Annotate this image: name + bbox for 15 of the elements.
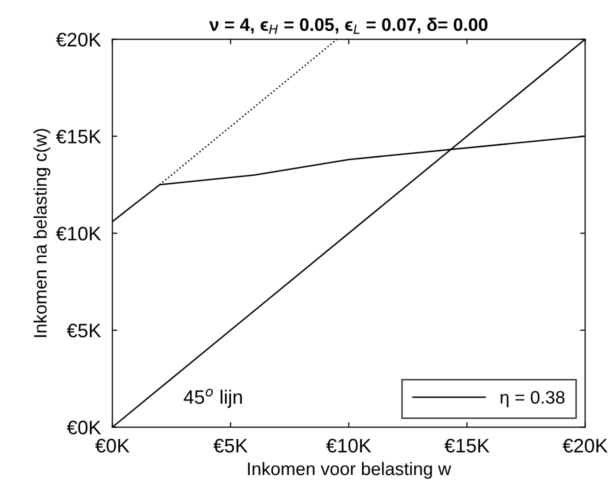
y-axis-title: Inkomen na belasting c(w) [33, 128, 50, 337]
legend-label: η = 0.38 [500, 390, 564, 408]
y-tick-label: €5K [66, 324, 102, 338]
y-tick-label: €0K [66, 420, 102, 434]
y-tick-label: €20K [56, 32, 102, 47]
x-tick-label: €20K [562, 438, 608, 453]
y-tick-label: €10K [56, 226, 102, 240]
x-tick-label: €5K [213, 438, 248, 453]
x-tick-label: €15K [444, 438, 490, 453]
x-axis-title: Inkomen voor belasting w [248, 462, 452, 479]
x-tick-label: €0K [95, 438, 130, 453]
y-tick-label: €15K [56, 130, 102, 144]
annotation: 45$^{o}$ lijn [184, 388, 242, 408]
x-tick-label: €10K [326, 438, 372, 453]
chart-title: ν = 4, ϵ$_{H}$ = 0.05, ϵ$_{L}$ = 0.07, δ= 0.00 [209, 18, 488, 34]
